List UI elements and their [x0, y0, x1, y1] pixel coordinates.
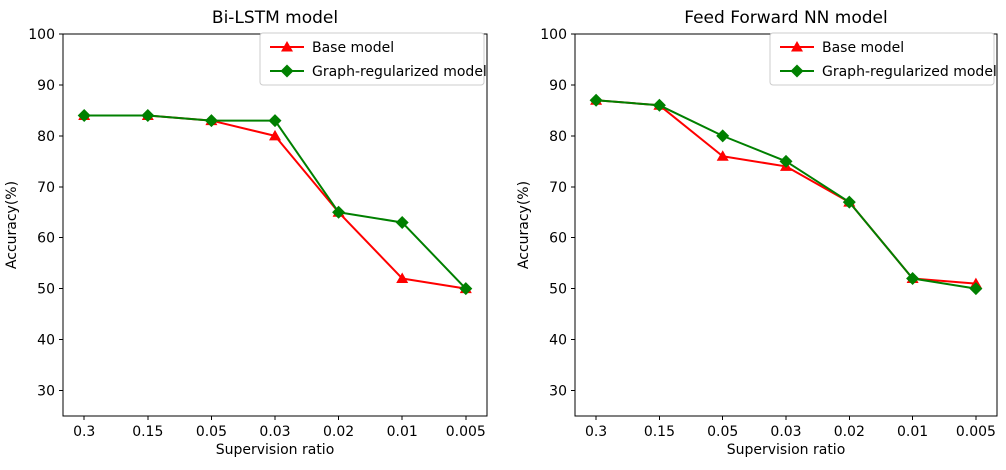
- x-tick-label: 0.02: [323, 424, 354, 440]
- legend: Base model Graph-regularized model: [769, 32, 997, 86]
- diamond-marker: [969, 282, 983, 296]
- diamond-marker: [906, 271, 920, 285]
- y-tick-label: 100: [540, 27, 567, 43]
- legend-label: Base model: [822, 40, 904, 56]
- x-tick-label: 0.3: [585, 424, 607, 440]
- legend-box: [259, 32, 485, 86]
- diamond-marker: [268, 114, 282, 128]
- series-base-model: [590, 94, 982, 289]
- triangle-marker: [716, 150, 729, 161]
- y-tick-label: 50: [37, 282, 55, 298]
- y-tick-label: 70: [37, 180, 55, 196]
- legend: Base model Graph-regularized model: [259, 32, 487, 86]
- legend-box: [769, 32, 995, 86]
- diamond-marker: [459, 282, 473, 296]
- series-graph-regularized-model: [589, 93, 983, 296]
- x-tick-label: 0.3: [73, 424, 95, 440]
- chart-panel-ffnn: Feed Forward NN model 100 90 80 70 60 50 40 30 0.…: [503, 0, 1006, 470]
- triangle-marker: [281, 41, 293, 52]
- y-tick-label: 80: [549, 129, 567, 145]
- diamond-marker: [790, 64, 804, 78]
- triangle-marker: [396, 272, 409, 283]
- x-tick-label: 0.02: [834, 424, 865, 440]
- y-tick-label: 90: [37, 78, 55, 94]
- series-line: [596, 99, 977, 290]
- y-tick-label: 60: [549, 231, 567, 247]
- y-tick-label: 60: [37, 231, 55, 247]
- series-graph-regularized-model: [77, 108, 473, 296]
- x-axis-label: Supervision ratio: [216, 442, 335, 458]
- x-tick-label: 0.01: [387, 424, 418, 440]
- diamond-marker: [395, 215, 409, 229]
- legend-label: Graph-regularized model: [312, 64, 487, 80]
- x-tick-label: 0.005: [446, 424, 486, 440]
- chart-svg: Bi-LSTM model 100 90 80 70 60 50 40 30 0.3 0.15 0.0…: [4, 8, 488, 458]
- legend-label: Graph-regularized model: [822, 64, 997, 80]
- diamond-marker: [332, 205, 346, 219]
- diamond-marker: [652, 98, 666, 112]
- chart-title: Feed Forward NN model: [684, 8, 888, 28]
- y-tick-label: 80: [37, 129, 55, 145]
- series-base-model: [78, 109, 472, 294]
- diamond-marker: [589, 93, 603, 107]
- chart-title: Bi-LSTM model: [212, 8, 338, 28]
- y-tick-label: 90: [549, 78, 567, 94]
- y-axis-label: Accuracy(%): [4, 181, 20, 269]
- chart-panel-bilstm: Bi-LSTM model 100 90 80 70 60 50 40 30 0.3 0.15 0.0…: [4, 8, 488, 458]
- x-tick-label: 0.01: [897, 424, 928, 440]
- triangle-marker: [791, 41, 803, 52]
- x-tick-label: 0.15: [644, 424, 675, 440]
- diamond-marker: [280, 64, 294, 78]
- series-line: [596, 99, 976, 285]
- series-line: [84, 114, 466, 290]
- x-tick-label: 0.005: [956, 424, 996, 440]
- x-tick-label: 0.05: [196, 424, 227, 440]
- diamond-marker: [716, 129, 730, 143]
- chart-svg: Feed Forward NN model 100 90 80 70 60 50 40 30 0.…: [516, 8, 998, 458]
- diamond-marker: [842, 195, 856, 209]
- series-line: [84, 114, 467, 290]
- diamond-marker: [204, 114, 218, 128]
- x-tick-label: 0.15: [132, 424, 163, 440]
- y-axis-label: Accuracy(%): [516, 181, 532, 269]
- x-tick-label: 0.05: [707, 424, 738, 440]
- diamond-marker: [141, 108, 155, 122]
- y-tick-label: 30: [549, 384, 567, 400]
- plot-area: [62, 33, 488, 417]
- plot-area: [574, 33, 998, 417]
- x-tick-label: 0.03: [259, 424, 290, 440]
- y-tick-label: 50: [549, 282, 567, 298]
- y-tick-label: 70: [549, 180, 567, 196]
- diamond-marker: [77, 108, 91, 122]
- x-tick-label: 0.03: [770, 424, 801, 440]
- y-tick-label: 30: [37, 384, 55, 400]
- y-tick-label: 100: [28, 27, 55, 43]
- triangle-marker: [269, 129, 281, 141]
- diamond-marker: [779, 154, 793, 168]
- y-tick-label: 40: [37, 333, 55, 349]
- x-axis-label: Supervision ratio: [727, 442, 846, 458]
- y-tick-label: 40: [549, 333, 567, 349]
- legend-label: Base model: [312, 40, 394, 56]
